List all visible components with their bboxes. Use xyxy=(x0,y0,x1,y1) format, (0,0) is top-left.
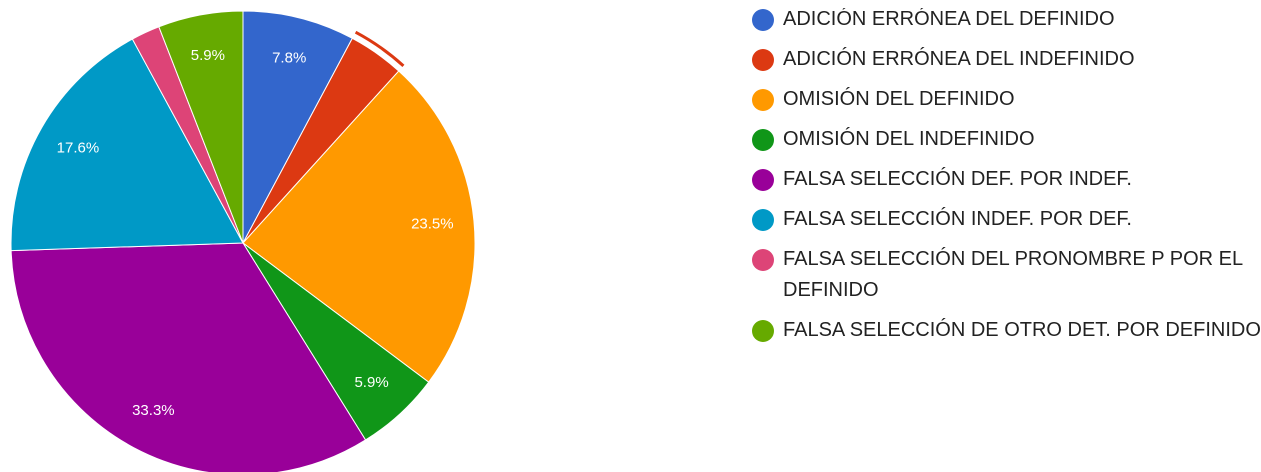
pie-slice xyxy=(158,10,244,244)
legend-swatch xyxy=(752,49,774,71)
legend-item: OMISIÓN DEL DEFINIDO xyxy=(752,88,1261,115)
hover-outline xyxy=(354,30,405,67)
legend-label: OMISIÓN DEL INDEFINIDO xyxy=(783,128,1035,150)
legend-swatch xyxy=(752,169,774,191)
pie-slice xyxy=(242,10,353,244)
chart: 7.8% 23.5% 5.9% 33.3% 17.6% 5.9% xyxy=(10,10,476,472)
pie-slice xyxy=(10,242,367,472)
legend-label: FALSA SELECCIÓN DEF. POR INDEF. xyxy=(783,168,1132,190)
legend-item: ADICIÓN ERRÓNEA DEL INDEFINIDO xyxy=(752,48,1261,75)
legend-item: FALSA SELECCIÓN DE OTRO DET. POR DEFINID… xyxy=(752,319,1261,346)
legend-item: FALSA SELECCIÓN INDEF. POR DEF. xyxy=(752,208,1261,235)
legend-item: FALSA SELECCIÓN DEL PRONOMBRE P POR EL D… xyxy=(752,248,1261,306)
legend-swatch xyxy=(752,129,774,151)
legend-label: OMISIÓN DEL DEFINIDO xyxy=(783,88,1015,110)
pie-slice xyxy=(242,70,476,383)
slice-label: 5.9% xyxy=(191,47,225,64)
legend-label: FALSA SELECCIÓN INDEF. POR DEF. xyxy=(783,208,1132,230)
slice-label: 5.9% xyxy=(354,374,388,391)
legend-item: OMISIÓN DEL INDEFINIDO xyxy=(752,128,1261,155)
legend-item: FALSA SELECCIÓN DEF. POR INDEF. xyxy=(752,168,1261,195)
pie-slice xyxy=(10,38,244,252)
legend-swatch xyxy=(752,249,774,271)
legend-swatch xyxy=(752,89,774,111)
slice-label: 23.5% xyxy=(411,216,454,233)
legend-label: FALSA SELECCIÓN DE OTRO DET. POR DEFINID… xyxy=(783,319,1261,341)
legend-swatch xyxy=(752,320,774,342)
slice-label: 33.3% xyxy=(132,402,175,419)
slice-label: 7.8% xyxy=(272,49,306,66)
legend: ADICIÓN ERRÓNEA DEL DEFINIDO ADICIÓN ERRÓ… xyxy=(752,8,1261,359)
legend-label: ADICIÓN ERRÓNEA DEL INDEFINIDO xyxy=(783,48,1135,70)
slice-label: 17.6% xyxy=(57,139,100,156)
legend-swatch xyxy=(752,209,774,231)
legend-label: FALSA SELECCIÓN DEL PRONOMBRE P POR EL D… xyxy=(783,248,1243,301)
legend-label: ADICIÓN ERRÓNEA DEL DEFINIDO xyxy=(783,8,1115,30)
legend-swatch xyxy=(752,9,774,31)
legend-item: ADICIÓN ERRÓNEA DEL DEFINIDO xyxy=(752,8,1261,35)
